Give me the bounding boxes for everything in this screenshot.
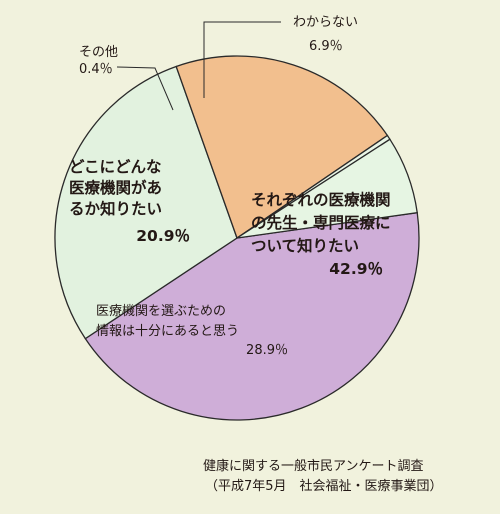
slice-dont-know-label-line: わからない xyxy=(293,15,358,30)
slice-which-hospital-label-line: るか知りたい xyxy=(69,199,162,218)
slice-specialists xyxy=(84,211,420,421)
slice-other-label-line: その他 xyxy=(79,45,118,60)
slice-enough-info-value-label: 28.9％ xyxy=(246,343,288,358)
slice-which-hospital-value-label: 20.9％ xyxy=(136,227,190,245)
slice-specialists-label-line: それぞれの医療機関 xyxy=(251,190,391,209)
slice-dont-know xyxy=(236,138,418,239)
leader-lines xyxy=(116,21,281,111)
slice-enough-info xyxy=(54,65,238,340)
slice-which-hospital-label-line: 医療機関があ xyxy=(69,178,162,197)
slice-specialists-label-line: ついて知りたい xyxy=(251,236,359,255)
slice-enough-info-label-line: 医療機関を選ぶための xyxy=(96,304,226,319)
slice-dont-know-value-label: 6.9％ xyxy=(309,39,343,54)
slice-which-hospital xyxy=(175,55,389,240)
slice-specialists-value-label: 42.9％ xyxy=(329,260,383,278)
leader-dont-know xyxy=(203,21,281,98)
pie-slices xyxy=(54,55,420,421)
source-line-2: （平成7年5月 社会福祉・医療事業団） xyxy=(205,478,443,494)
slice-other-value-label: 0.4％ xyxy=(79,62,113,77)
slice-enough-info-label-line: 情報は十分にあると思う xyxy=(96,324,239,339)
slice-specialists-label-line: の先生・専門医療に xyxy=(251,213,391,232)
slice-which-hospital-label-line: どこにどんな xyxy=(69,158,162,176)
leader-other xyxy=(116,66,174,111)
source-line-1: 健康に関する一般市民アンケート調査 xyxy=(203,458,423,474)
